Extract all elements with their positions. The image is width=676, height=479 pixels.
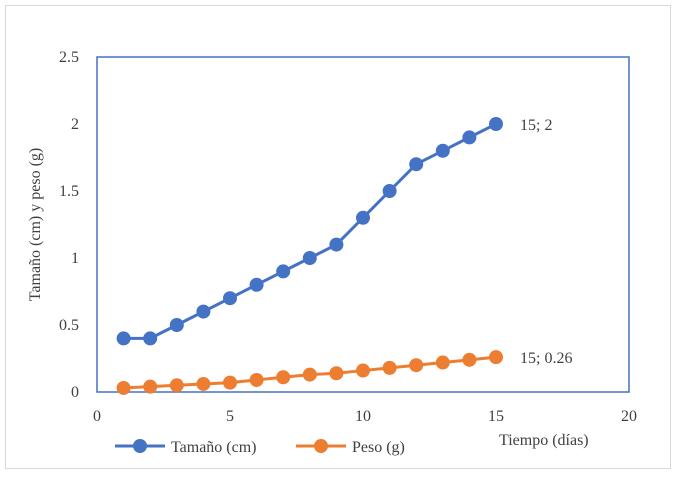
- data-point: [435, 355, 450, 370]
- y-tick-label: 2.5: [59, 49, 79, 66]
- data-point: [169, 378, 184, 393]
- data-point: [116, 380, 131, 395]
- x-axis-title: Tiempo (días): [499, 432, 589, 449]
- x-tick-label: 0: [93, 408, 101, 425]
- legend-label: Tamaño (cm): [171, 439, 257, 456]
- plot-area-border: [96, 56, 630, 393]
- data-point: [223, 375, 237, 390]
- y-tick-label: 2: [71, 116, 79, 133]
- legend-swatch-marker: [314, 439, 328, 453]
- data-point: [302, 367, 317, 382]
- data-point: [435, 143, 450, 158]
- data-point: [276, 370, 291, 385]
- data-point: [143, 331, 158, 346]
- series-layer: 15; 2 15; 0.26: [116, 117, 572, 395]
- data-point: [329, 237, 344, 252]
- series-tamano: 15; 2: [116, 117, 552, 346]
- y-axis-title: Tamaño (cm) y peso (g): [27, 148, 44, 302]
- data-point: [143, 379, 158, 394]
- data-point: [249, 372, 264, 387]
- legend-swatch-marker: [133, 439, 147, 453]
- data-point: [356, 363, 370, 378]
- data-point: [249, 277, 264, 292]
- chart-area-border: [5, 5, 671, 469]
- data-point: [302, 251, 317, 265]
- x-tick-label: 5: [226, 408, 234, 425]
- data-point: [329, 366, 344, 381]
- data-point: [489, 350, 503, 365]
- data-point: [356, 210, 370, 225]
- x-axis-ticks: 0 5 10 15 20: [93, 408, 637, 425]
- data-point: [462, 130, 477, 145]
- data-point: [382, 184, 397, 198]
- data-point: [276, 264, 291, 279]
- legend-label: Peso (g): [352, 439, 405, 456]
- data-label: 15; 2: [520, 117, 552, 134]
- y-tick-label: 1.5: [59, 183, 79, 200]
- legend-item: Peso (g): [296, 439, 405, 456]
- data-point: [223, 291, 237, 306]
- legend: Tamaño (cm) Peso (g): [115, 439, 405, 456]
- legend-item: Tamaño (cm): [115, 439, 257, 456]
- data-point: [462, 352, 477, 367]
- y-tick-label: 0: [71, 384, 79, 401]
- data-point: [196, 376, 211, 391]
- data-point: [169, 318, 184, 332]
- y-tick-label: 0.5: [59, 317, 79, 334]
- data-point: [489, 117, 503, 131]
- data-point: [116, 331, 131, 346]
- x-tick-label: 15: [488, 408, 504, 425]
- data-point: [409, 358, 424, 373]
- data-point: [382, 360, 397, 375]
- y-axis-ticks: 0 0.5 1 1.5 2 2.5: [59, 49, 79, 401]
- series-peso: 15; 0.26: [116, 350, 572, 395]
- data-label: 15; 0.26: [520, 350, 572, 367]
- x-tick-label: 10: [355, 408, 371, 425]
- y-tick-label: 1: [71, 250, 79, 267]
- x-tick-label: 20: [621, 408, 637, 425]
- data-point: [409, 157, 424, 172]
- data-point: [196, 304, 211, 319]
